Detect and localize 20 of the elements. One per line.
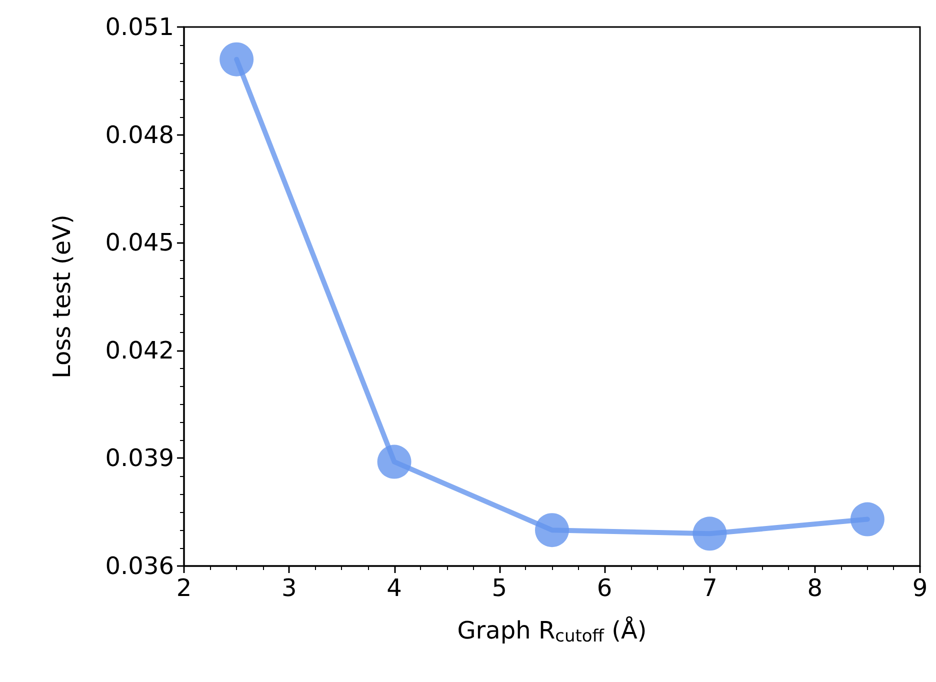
point bbox=[377, 444, 412, 479]
x-tick-label: 2 bbox=[176, 574, 192, 602]
x-tick-label: 7 bbox=[702, 574, 718, 602]
y-tick-label: 0.048 bbox=[105, 120, 174, 149]
point bbox=[850, 502, 884, 536]
y-tick-label: 0.042 bbox=[105, 336, 174, 364]
point bbox=[220, 42, 254, 76]
point bbox=[535, 513, 569, 548]
x-tick-label: 6 bbox=[596, 574, 612, 602]
y-tick-label: 0.039 bbox=[105, 444, 174, 472]
x-tick-label: 5 bbox=[492, 574, 508, 602]
point bbox=[692, 516, 727, 551]
y-tick-label: 0.036 bbox=[105, 552, 174, 580]
x-tick-label: 9 bbox=[912, 574, 928, 602]
x-tick-label: 4 bbox=[386, 574, 402, 602]
x-tick-label: 3 bbox=[282, 574, 297, 602]
y-tick-label: 0.051 bbox=[105, 13, 174, 41]
x-tick-label: 8 bbox=[807, 574, 822, 602]
y-tick-label: 0.045 bbox=[105, 228, 174, 257]
y-axis-title: Loss test (eV) bbox=[48, 214, 76, 378]
